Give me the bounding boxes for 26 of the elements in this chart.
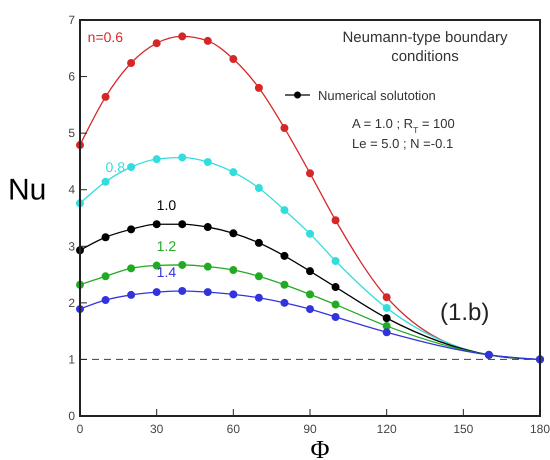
annotation: A = 1.0 ; R$_{T}$ = 100: [352, 116, 455, 135]
y-tick-label: 2: [68, 296, 76, 310]
y-tick-label: 7: [68, 13, 76, 27]
x-tick-label: 60: [226, 422, 240, 436]
annotation: (1.b): [440, 298, 490, 326]
x-tick-label: 0: [76, 422, 84, 436]
x-tick-label: 90: [303, 422, 317, 436]
x-tick-label: 30: [150, 422, 164, 436]
y-tick-label: 3: [68, 239, 76, 254]
series-label: 1.4: [156, 264, 176, 280]
series-label: n=0.6: [88, 29, 124, 46]
y-tick-label: 6: [68, 70, 76, 84]
x-tick-label: 120: [376, 422, 397, 436]
series-label: 1.0: [156, 197, 176, 214]
annotation: Numerical solutotion: [318, 88, 436, 103]
y-axis-title: Nu: [8, 174, 46, 207]
y-tick-label: 5: [68, 126, 76, 140]
annotation: Le = 5.0 ; N =-0.1: [352, 136, 454, 151]
y-tick-label: 0: [68, 409, 76, 423]
x-tick-label: 180: [530, 422, 550, 436]
x-tick-label: 150: [453, 422, 474, 436]
series-label: 1.2: [156, 238, 176, 254]
x-axis-title: Φ: [310, 435, 330, 460]
annotation: Neumann-type boundary conditions: [342, 29, 508, 65]
y-tick-label: 4: [68, 182, 76, 197]
y-tick-label: 1: [68, 352, 76, 366]
